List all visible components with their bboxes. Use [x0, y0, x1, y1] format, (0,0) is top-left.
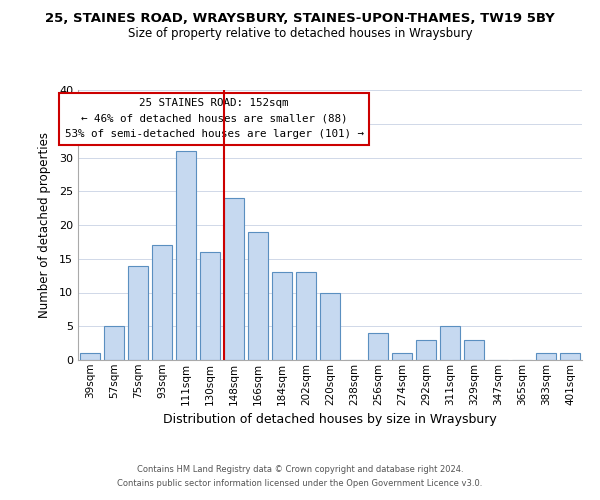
Bar	[176, 151, 196, 360]
Bar	[416, 340, 436, 360]
Bar	[536, 353, 556, 360]
Bar	[272, 272, 292, 360]
Bar	[152, 245, 172, 360]
Text: Size of property relative to detached houses in Wraysbury: Size of property relative to detached ho…	[128, 28, 472, 40]
Bar	[368, 333, 388, 360]
Bar	[80, 353, 100, 360]
Y-axis label: Number of detached properties: Number of detached properties	[38, 132, 50, 318]
Bar	[248, 232, 268, 360]
Bar	[392, 353, 412, 360]
Bar	[104, 326, 124, 360]
Text: 25 STAINES ROAD: 152sqm
← 46% of detached houses are smaller (88)
53% of semi-de: 25 STAINES ROAD: 152sqm ← 46% of detache…	[65, 98, 364, 140]
Bar	[560, 353, 580, 360]
Text: 25, STAINES ROAD, WRAYSBURY, STAINES-UPON-THAMES, TW19 5BY: 25, STAINES ROAD, WRAYSBURY, STAINES-UPO…	[45, 12, 555, 26]
Bar	[440, 326, 460, 360]
Bar	[296, 272, 316, 360]
Bar	[464, 340, 484, 360]
Bar	[320, 292, 340, 360]
Bar	[200, 252, 220, 360]
X-axis label: Distribution of detached houses by size in Wraysbury: Distribution of detached houses by size …	[163, 413, 497, 426]
Bar	[128, 266, 148, 360]
Bar	[224, 198, 244, 360]
Text: Contains HM Land Registry data © Crown copyright and database right 2024.
Contai: Contains HM Land Registry data © Crown c…	[118, 466, 482, 487]
